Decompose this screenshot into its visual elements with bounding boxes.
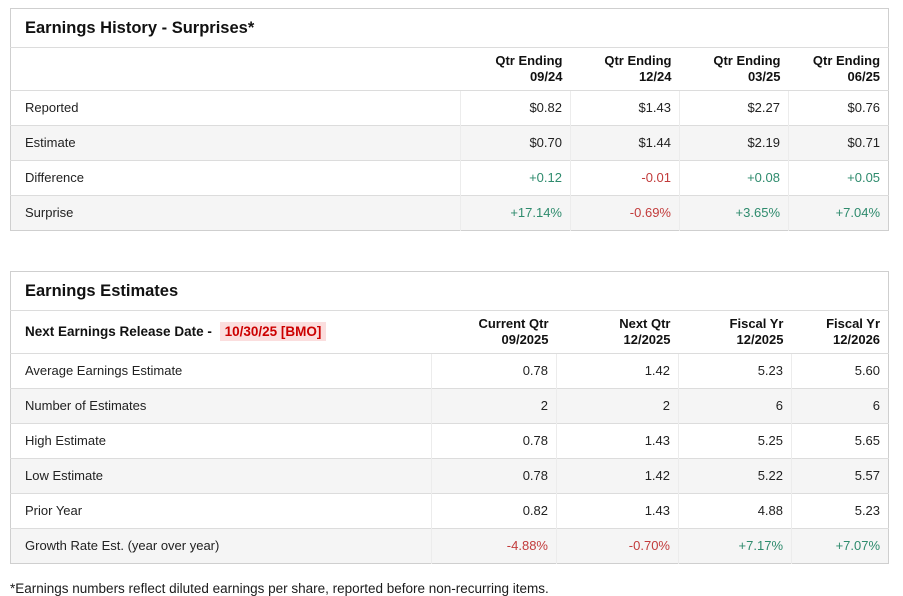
column-header-qtr-0325: Qtr Ending 03/25 [679,47,789,91]
column-header-current-qtr: Current Qtr 09/2025 [431,310,557,354]
cell-value: 5.25 [678,423,792,459]
row-label: Surprise [10,195,461,231]
cell-value: 2 [556,388,679,424]
cell-value: +3.65% [679,195,789,231]
cell-value: +0.08 [679,160,789,196]
release-date-label: Next Earnings Release Date - [25,324,216,339]
cell-value: 5.65 [790,423,889,459]
cell-value: 5.23 [790,493,889,529]
table-row-estimate: Estimate $0.70 $1.44 $2.19 $0.71 [10,125,889,161]
table-row-difference: Difference +0.12 -0.01 +0.08 +0.05 [10,160,889,196]
row-label: Difference [10,160,461,196]
cell-value: 0.78 [431,353,557,389]
table-row-high-estimate: High Estimate 0.78 1.43 5.25 5.65 [10,423,889,459]
empty-header-cell [10,47,461,91]
row-label: Estimate [10,125,461,161]
row-label: Number of Estimates [10,388,432,424]
cell-value: $0.82 [460,90,571,126]
earnings-estimates-title-row: Earnings Estimates [10,271,889,311]
cell-value: +7.07% [790,528,889,564]
earnings-history-header-row: Qtr Ending 09/24 Qtr Ending 12/24 Qtr En… [10,47,889,91]
cell-value: 5.57 [790,458,889,494]
cell-value: 5.22 [678,458,792,494]
row-label: Low Estimate [10,458,432,494]
cell-value: +0.12 [460,160,571,196]
column-header-qtr-0924: Qtr Ending 09/24 [460,47,571,91]
earnings-footnote: *Earnings numbers reflect diluted earnin… [10,581,549,596]
column-header-fiscal-yr-2025: Fiscal Yr 12/2025 [678,310,792,354]
column-header-next-qtr: Next Qtr 12/2025 [556,310,679,354]
next-earnings-release: Next Earnings Release Date - 10/30/25 [B… [10,310,432,354]
cell-value: -4.88% [431,528,557,564]
table-row-surprise: Surprise +17.14% -0.69% +3.65% +7.04% [10,195,889,231]
release-date-value: 10/30/25 [BMO] [219,322,327,341]
cell-value: $0.70 [460,125,571,161]
cell-value: 0.82 [431,493,557,529]
row-label: High Estimate [10,423,432,459]
cell-value: +17.14% [460,195,571,231]
column-header-qtr-0625: Qtr Ending 06/25 [788,47,889,91]
earnings-history-title: Earnings History - Surprises* [10,8,889,48]
earnings-estimates-header-row: Next Earnings Release Date - 10/30/25 [B… [10,310,889,354]
cell-value: 4.88 [678,493,792,529]
earnings-history-table: Earnings History - Surprises* Qtr Ending… [10,8,890,231]
earnings-estimates-title: Earnings Estimates [10,271,889,311]
table-row-growth-rate-est: Growth Rate Est. (year over year) -4.88%… [10,528,889,564]
table-row-average-earnings-estimate: Average Earnings Estimate 0.78 1.42 5.23… [11,353,889,389]
cell-value: 1.43 [556,493,679,529]
row-label: Prior Year [10,493,432,529]
earnings-history-title-row: Earnings History - Surprises* [10,8,889,48]
cell-value: 2 [431,388,557,424]
table-row-reported: Reported $0.82 $1.43 $2.27 $0.76 [11,90,889,126]
table-row-prior-year: Prior Year 0.82 1.43 4.88 5.23 [10,493,889,529]
row-label: Growth Rate Est. (year over year) [10,528,432,564]
cell-value: 5.60 [790,353,889,389]
row-label: Reported [25,100,79,115]
cell-value: +7.17% [678,528,792,564]
earnings-estimates-table: Earnings Estimates Next Earnings Release… [10,271,890,564]
cell-value: $2.27 [679,90,789,126]
cell-value: 0.78 [431,458,557,494]
cell-value: 1.42 [556,353,679,389]
table-row-number-of-estimates: Number of Estimates 2 2 6 6 [10,388,889,424]
cell-value: +0.05 [787,160,889,196]
cell-value: 1.42 [556,458,679,494]
cell-value: $1.43 [570,90,680,126]
table-row-low-estimate: Low Estimate 0.78 1.42 5.22 5.57 [10,458,889,494]
cell-value: 6 [678,388,792,424]
cell-value: -0.70% [556,528,679,564]
column-header-fiscal-yr-2026: Fiscal Yr 12/2026 [791,310,889,354]
cell-value: $0.71 [787,125,889,161]
cell-value: $2.19 [679,125,789,161]
cell-value: $1.44 [570,125,680,161]
cell-value: 6 [790,388,889,424]
row-label: Average Earnings Estimate [25,363,183,378]
cell-value: 1.43 [556,423,679,459]
cell-value: 5.23 [678,353,792,389]
cell-value: -0.01 [570,160,680,196]
cell-value: -0.69% [570,195,680,231]
cell-value: +7.04% [787,195,889,231]
cell-value: 0.78 [431,423,557,459]
column-header-qtr-1224: Qtr Ending 12/24 [570,47,680,91]
cell-value: $0.76 [787,90,889,126]
